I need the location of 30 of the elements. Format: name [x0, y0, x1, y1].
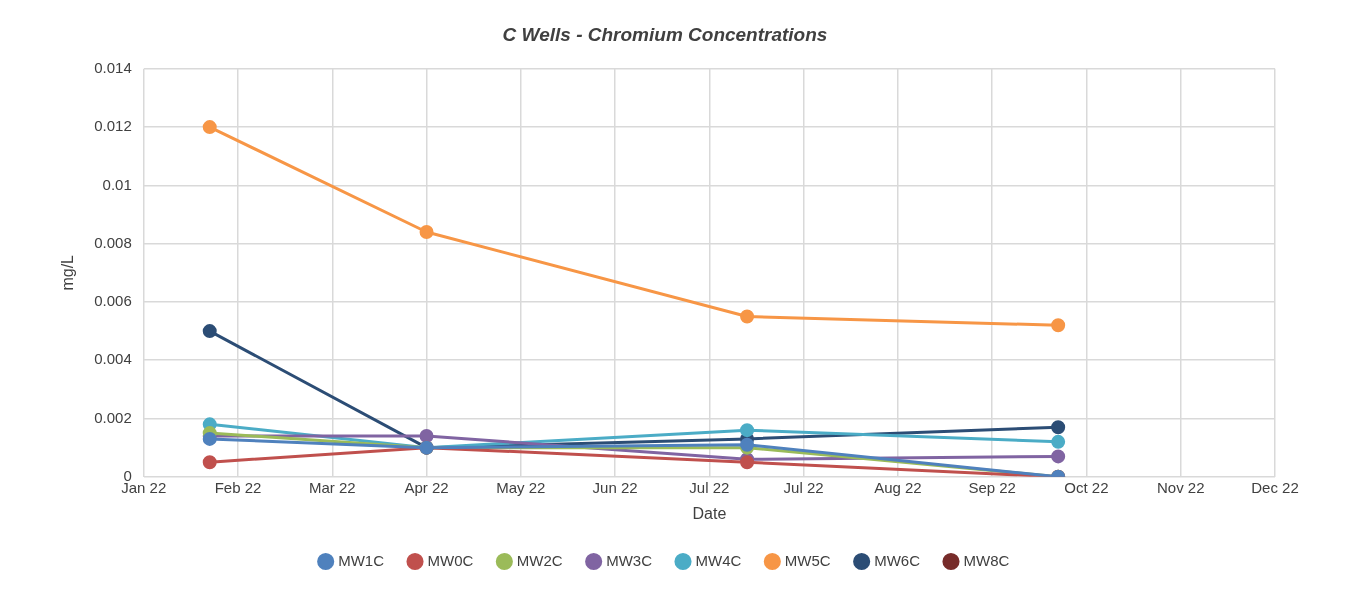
x-tick-label: Jul 22: [689, 478, 730, 496]
legend-label: MW2C: [516, 551, 563, 569]
y-axis-title: mg/L: [59, 254, 77, 291]
y-tick-label: 0.004: [94, 350, 132, 368]
legend-label: MW8C: [963, 551, 1010, 569]
legend-label: MW5C: [784, 551, 831, 569]
legend-label: MW0C: [427, 551, 474, 569]
x-axis-title: Date: [692, 504, 727, 522]
x-tick-label: Sep 22: [968, 478, 1016, 496]
chart-title: C Wells - Chromium Concentrations: [502, 23, 828, 45]
x-tick-label: Jul 22: [783, 478, 824, 496]
x-tick-label: Mar 22: [308, 478, 356, 496]
y-tick-label: 0.012: [94, 117, 132, 135]
x-tick-label: Feb 22: [214, 478, 262, 496]
legend-label: MW4C: [695, 551, 742, 569]
x-tick-label: Oct 22: [1064, 478, 1109, 496]
x-tick-label: Nov 22: [1156, 478, 1205, 496]
x-tick-label: May 22: [496, 478, 546, 496]
y-tick-label: 0.01: [102, 175, 132, 193]
y-tick-label: 0.008: [94, 233, 132, 251]
y-tick-label: 0.002: [94, 408, 132, 426]
x-tick-label: Jun 22: [592, 478, 638, 496]
legend-label: MW6C: [874, 551, 921, 569]
y-tick-label: 0.014: [94, 58, 132, 76]
x-tick-label: Aug 22: [874, 478, 922, 496]
y-tick-label: 0.006: [94, 292, 132, 310]
x-tick-label: Apr 22: [404, 478, 449, 496]
legend-label: MW3C: [606, 551, 653, 569]
legend-label: MW1C: [338, 551, 385, 569]
x-tick-label: Dec 22: [1251, 478, 1299, 496]
